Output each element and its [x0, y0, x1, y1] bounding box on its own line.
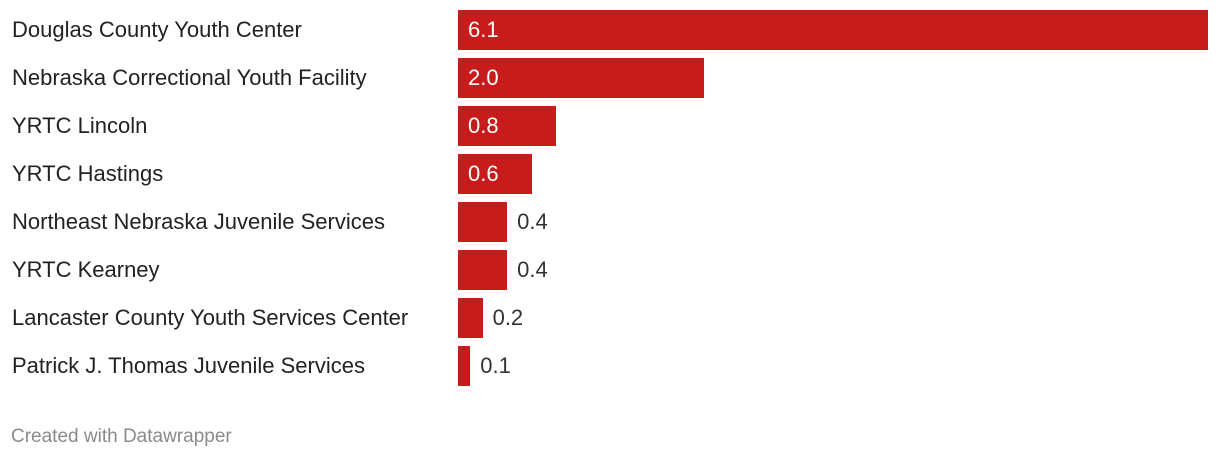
- bar: [458, 106, 557, 146]
- value-label: 0.4: [517, 209, 548, 234]
- bar-chart: Douglas County Youth Center 6.1 Nebraska C…: [12, 10, 1208, 386]
- value-label: 0.6: [468, 161, 499, 186]
- credit-text: Created with Datawrapper: [11, 426, 232, 447]
- category-label: Nebraska Correctional Youth Facility: [12, 65, 367, 90]
- bar: [458, 58, 704, 98]
- category-label: Douglas County Youth Center: [12, 17, 302, 42]
- value-label: 0.2: [492, 305, 524, 330]
- category-label: Patrick J. Thomas Juvenile Services: [12, 353, 365, 378]
- bar: [458, 154, 532, 194]
- value-label: 0.1: [480, 353, 511, 378]
- category-label: YRTC Hastings: [12, 161, 164, 186]
- category-label: Northeast Nebraska Juvenile Services: [12, 209, 385, 234]
- category-label: YRTC Kearney: [12, 257, 160, 282]
- value-label: 0.8: [468, 113, 499, 138]
- bar: [458, 346, 471, 386]
- bar: [458, 202, 508, 242]
- bar: [458, 250, 508, 290]
- category-label: YRTC Lincoln: [12, 113, 148, 138]
- bar: [458, 298, 483, 338]
- bar: [458, 10, 1208, 50]
- value-label: 2.0: [468, 65, 499, 90]
- value-label: 0.4: [517, 257, 548, 282]
- category-label: Lancaster County Youth Services Center: [12, 305, 409, 330]
- value-label: 6.1: [468, 17, 499, 42]
